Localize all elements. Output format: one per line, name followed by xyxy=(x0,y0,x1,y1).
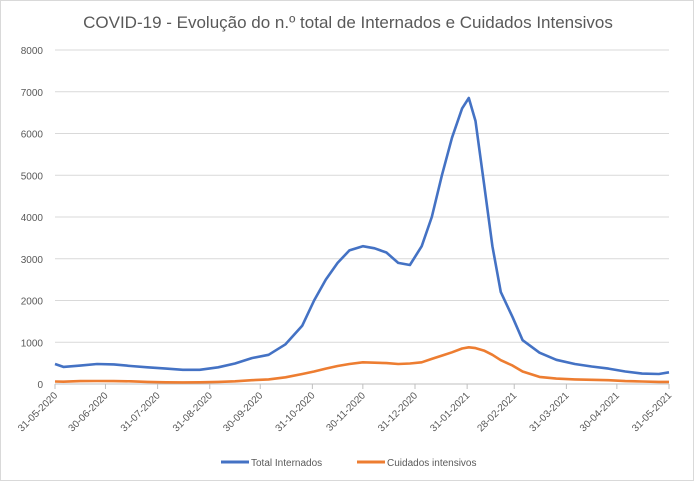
gridlines xyxy=(55,50,669,384)
legend-label: Cuidados intensivos xyxy=(387,458,477,469)
x-tick-label: 31-05-2020 xyxy=(16,390,60,434)
y-tick-label: 0 xyxy=(37,380,43,391)
x-tick-label: 30-04-2021 xyxy=(578,390,622,434)
y-tick-label: 4000 xyxy=(21,213,44,224)
x-tick-label: 30-11-2020 xyxy=(325,390,369,434)
y-tick-label: 6000 xyxy=(21,130,44,141)
x-tick-label: 28-02-2021 xyxy=(475,390,519,434)
series-lines xyxy=(55,98,669,383)
chart-title: COVID-19 - Evolução do n.º total de Inte… xyxy=(83,13,613,32)
y-axis: 0 1000 2000 3000 4000 5000 6000 7000 8000 xyxy=(21,46,44,391)
y-tick-label: 2000 xyxy=(21,297,44,308)
y-tick-label: 5000 xyxy=(21,171,44,182)
x-tick-label: 31-12-2020 xyxy=(376,390,420,434)
legend: Total Internados Cuidados intensivos xyxy=(221,458,477,469)
y-tick-label: 7000 xyxy=(21,88,44,99)
x-tick-label: 31-07-2020 xyxy=(119,390,163,434)
x-tick-label: 31-08-2020 xyxy=(171,390,215,434)
x-tick-label: 30-09-2020 xyxy=(221,390,265,434)
x-tick-label: 30-06-2020 xyxy=(67,390,111,434)
y-tick-label: 3000 xyxy=(21,255,44,266)
y-tick-label: 8000 xyxy=(21,46,44,57)
x-tick-label: 31-03-2021 xyxy=(528,390,572,434)
x-tick-label: 31-10-2020 xyxy=(274,390,318,434)
y-tick-label: 1000 xyxy=(21,338,44,349)
series-line-total-internados xyxy=(55,98,669,374)
x-tick-label: 31-01-2021 xyxy=(428,390,472,434)
legend-label: Total Internados xyxy=(251,458,322,469)
x-tick-label: 31-05-2021 xyxy=(630,390,674,434)
